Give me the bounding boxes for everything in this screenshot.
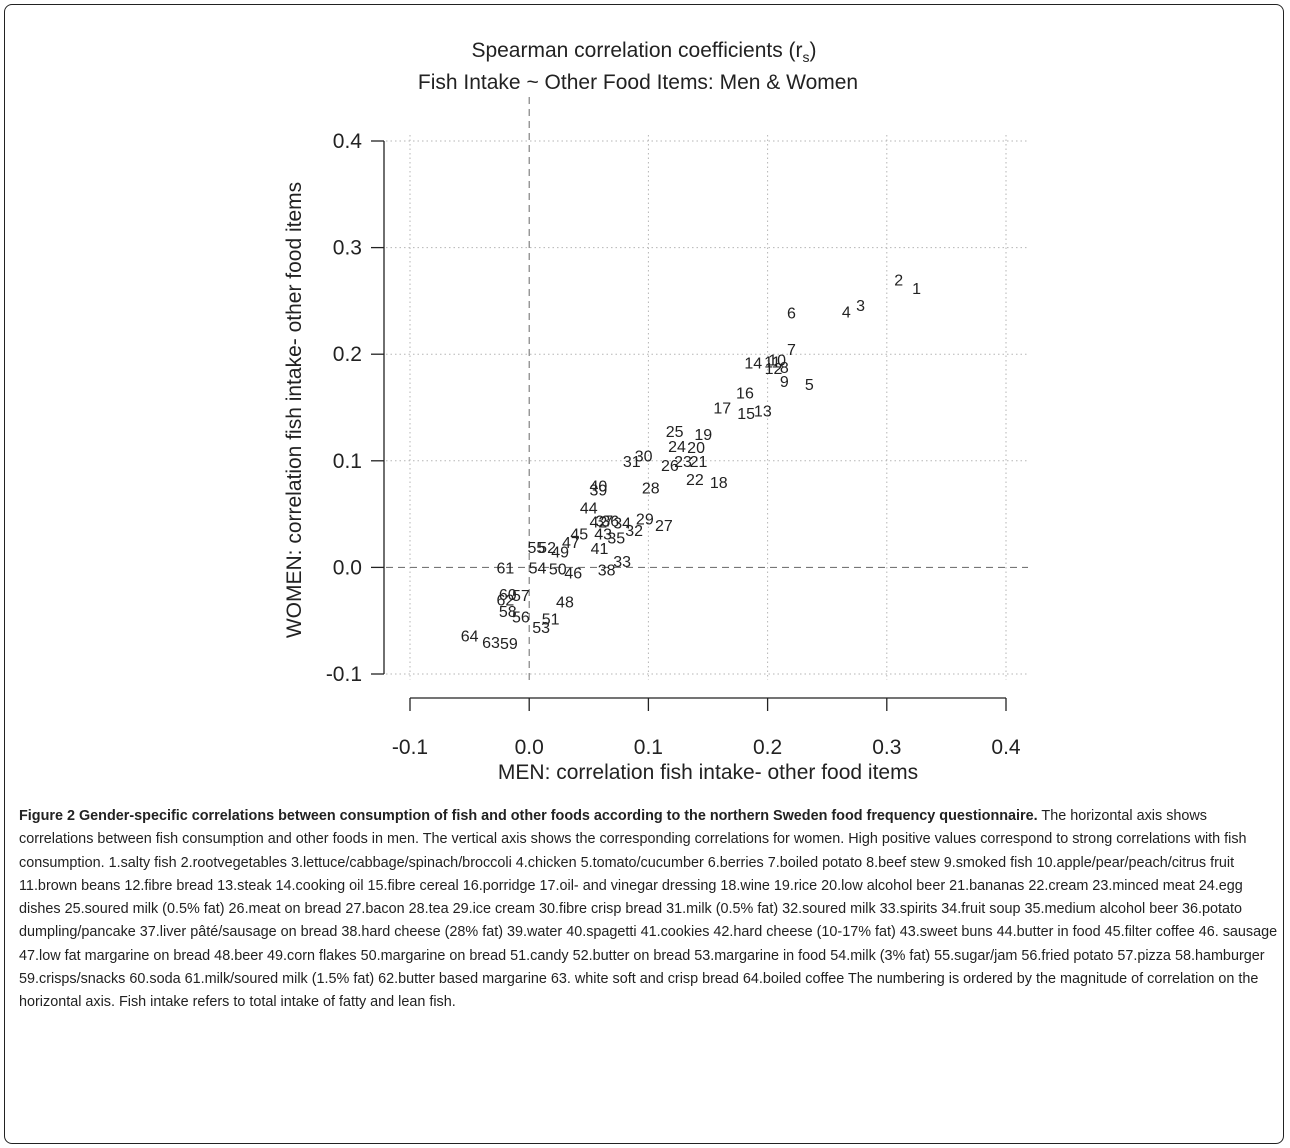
y-tick-label: 0.2	[333, 343, 362, 366]
y-tick-label: 0.1	[333, 450, 362, 473]
chart-subtitle: Fish Intake ~ Other Food Items: Men & Wo…	[418, 71, 858, 94]
point-label: 19	[694, 427, 712, 444]
point-label: 64	[461, 629, 479, 646]
point-label: 42	[589, 515, 607, 532]
point-label: 24	[668, 439, 686, 456]
point-label: 27	[655, 518, 673, 535]
y-tick-label: 0.0	[333, 556, 362, 579]
point-label: 8	[780, 360, 789, 377]
point-label: 60	[499, 587, 517, 604]
point-label: 4	[842, 305, 851, 322]
x-tick-label: 0.4	[991, 736, 1021, 759]
point-label: 1	[912, 281, 921, 298]
point-label: 55	[527, 540, 545, 557]
point-label: 43	[594, 526, 612, 543]
point-label: 11	[764, 355, 781, 372]
point-label: 5	[805, 377, 814, 394]
point-label: 47	[562, 535, 580, 552]
point-label: 56	[512, 609, 530, 626]
point-label: 7	[787, 342, 796, 359]
point-label: 49	[551, 544, 569, 561]
point-label: 58	[499, 604, 517, 621]
point-label: 61	[496, 560, 514, 577]
point-label: 48	[556, 595, 574, 612]
point-label: 45	[570, 526, 588, 543]
point-label: 33	[613, 554, 631, 571]
point-label: 16	[736, 386, 754, 403]
point-label: 22	[686, 472, 704, 489]
point-label: 26	[661, 458, 679, 475]
reference-lines	[386, 97, 1028, 684]
x-tick-labels: -0.1 0.0 0.1 0.2 0.3 0.4	[392, 736, 1021, 759]
y-tick-label: 0.4	[333, 130, 363, 153]
y-tick-label: 0.3	[333, 237, 362, 260]
point-label: 41	[591, 541, 609, 558]
point-label: 9	[780, 374, 789, 391]
y-tick-label: -0.1	[326, 663, 362, 686]
scatter-chart: Spearman correlation coefficients (rs) F…	[283, 39, 1028, 784]
point-label: 35	[607, 531, 625, 548]
caption-body: The horizontal axis shows correlations b…	[19, 808, 1278, 1011]
grid-lines	[386, 135, 1028, 680]
point-label: 57	[512, 588, 530, 605]
point-label: 17	[713, 401, 731, 418]
point-label: 12	[765, 361, 783, 378]
y-axis-label: WOMEN: correlation fish intake- other fo…	[283, 182, 306, 638]
figure-frame: Spearman correlation coefficients (rs) F…	[4, 4, 1284, 1144]
point-label: 51	[542, 612, 560, 629]
point-label: 25	[666, 424, 684, 441]
point-label: 34	[613, 516, 631, 533]
point-label: 54	[529, 560, 547, 577]
point-label: 62	[496, 592, 514, 609]
point-labels: 1234567891011121314151617181920212223242…	[461, 273, 921, 654]
point-label: 53	[532, 620, 550, 637]
point-label: 23	[674, 454, 692, 471]
axes	[371, 140, 1007, 711]
x-tick-label: 0.1	[634, 736, 663, 759]
point-label: 3	[856, 298, 865, 315]
figure-caption: Figure 2 Gender-specific correlations be…	[19, 805, 1281, 1015]
x-tick-label: 0.3	[872, 736, 901, 759]
point-label: 40	[589, 478, 607, 495]
point-label: 52	[538, 540, 556, 557]
point-label: 32	[625, 523, 643, 540]
point-label: 20	[687, 440, 705, 457]
caption-title: Figure 2 Gender-specific correlations be…	[19, 808, 1038, 824]
point-label: 14	[744, 356, 762, 373]
point-label: 36	[601, 513, 619, 530]
point-label: 44	[580, 501, 598, 518]
point-label: 38	[598, 563, 616, 580]
point-label: 6	[787, 306, 796, 323]
point-label: 39	[589, 483, 607, 500]
point-label: 59	[500, 636, 518, 653]
point-label: 10	[768, 353, 786, 370]
point-label: 21	[690, 454, 708, 471]
point-label: 50	[549, 561, 567, 578]
point-label: 29	[636, 511, 654, 528]
point-label: 30	[635, 448, 653, 465]
point-label: 46	[564, 566, 582, 583]
point-label: 15	[737, 406, 755, 423]
point-label: 2	[894, 273, 903, 290]
point-label: 13	[754, 404, 772, 421]
point-label: 18	[710, 475, 728, 492]
point-label: 28	[642, 480, 660, 497]
x-axis-label: MEN: correlation fish intake- other food…	[498, 761, 918, 784]
x-tick-label: 0.2	[753, 736, 782, 759]
x-tick-label: -0.1	[392, 736, 428, 759]
x-tick-label: 0.0	[515, 736, 544, 759]
chart-title: Spearman correlation coefficients (rs)	[471, 39, 816, 65]
point-label: 31	[623, 454, 641, 471]
point-label: 63	[482, 635, 500, 652]
y-tick-labels: -0.1 0.0 0.1 0.2 0.3 0.4	[326, 130, 362, 686]
point-label: 37	[595, 513, 613, 530]
